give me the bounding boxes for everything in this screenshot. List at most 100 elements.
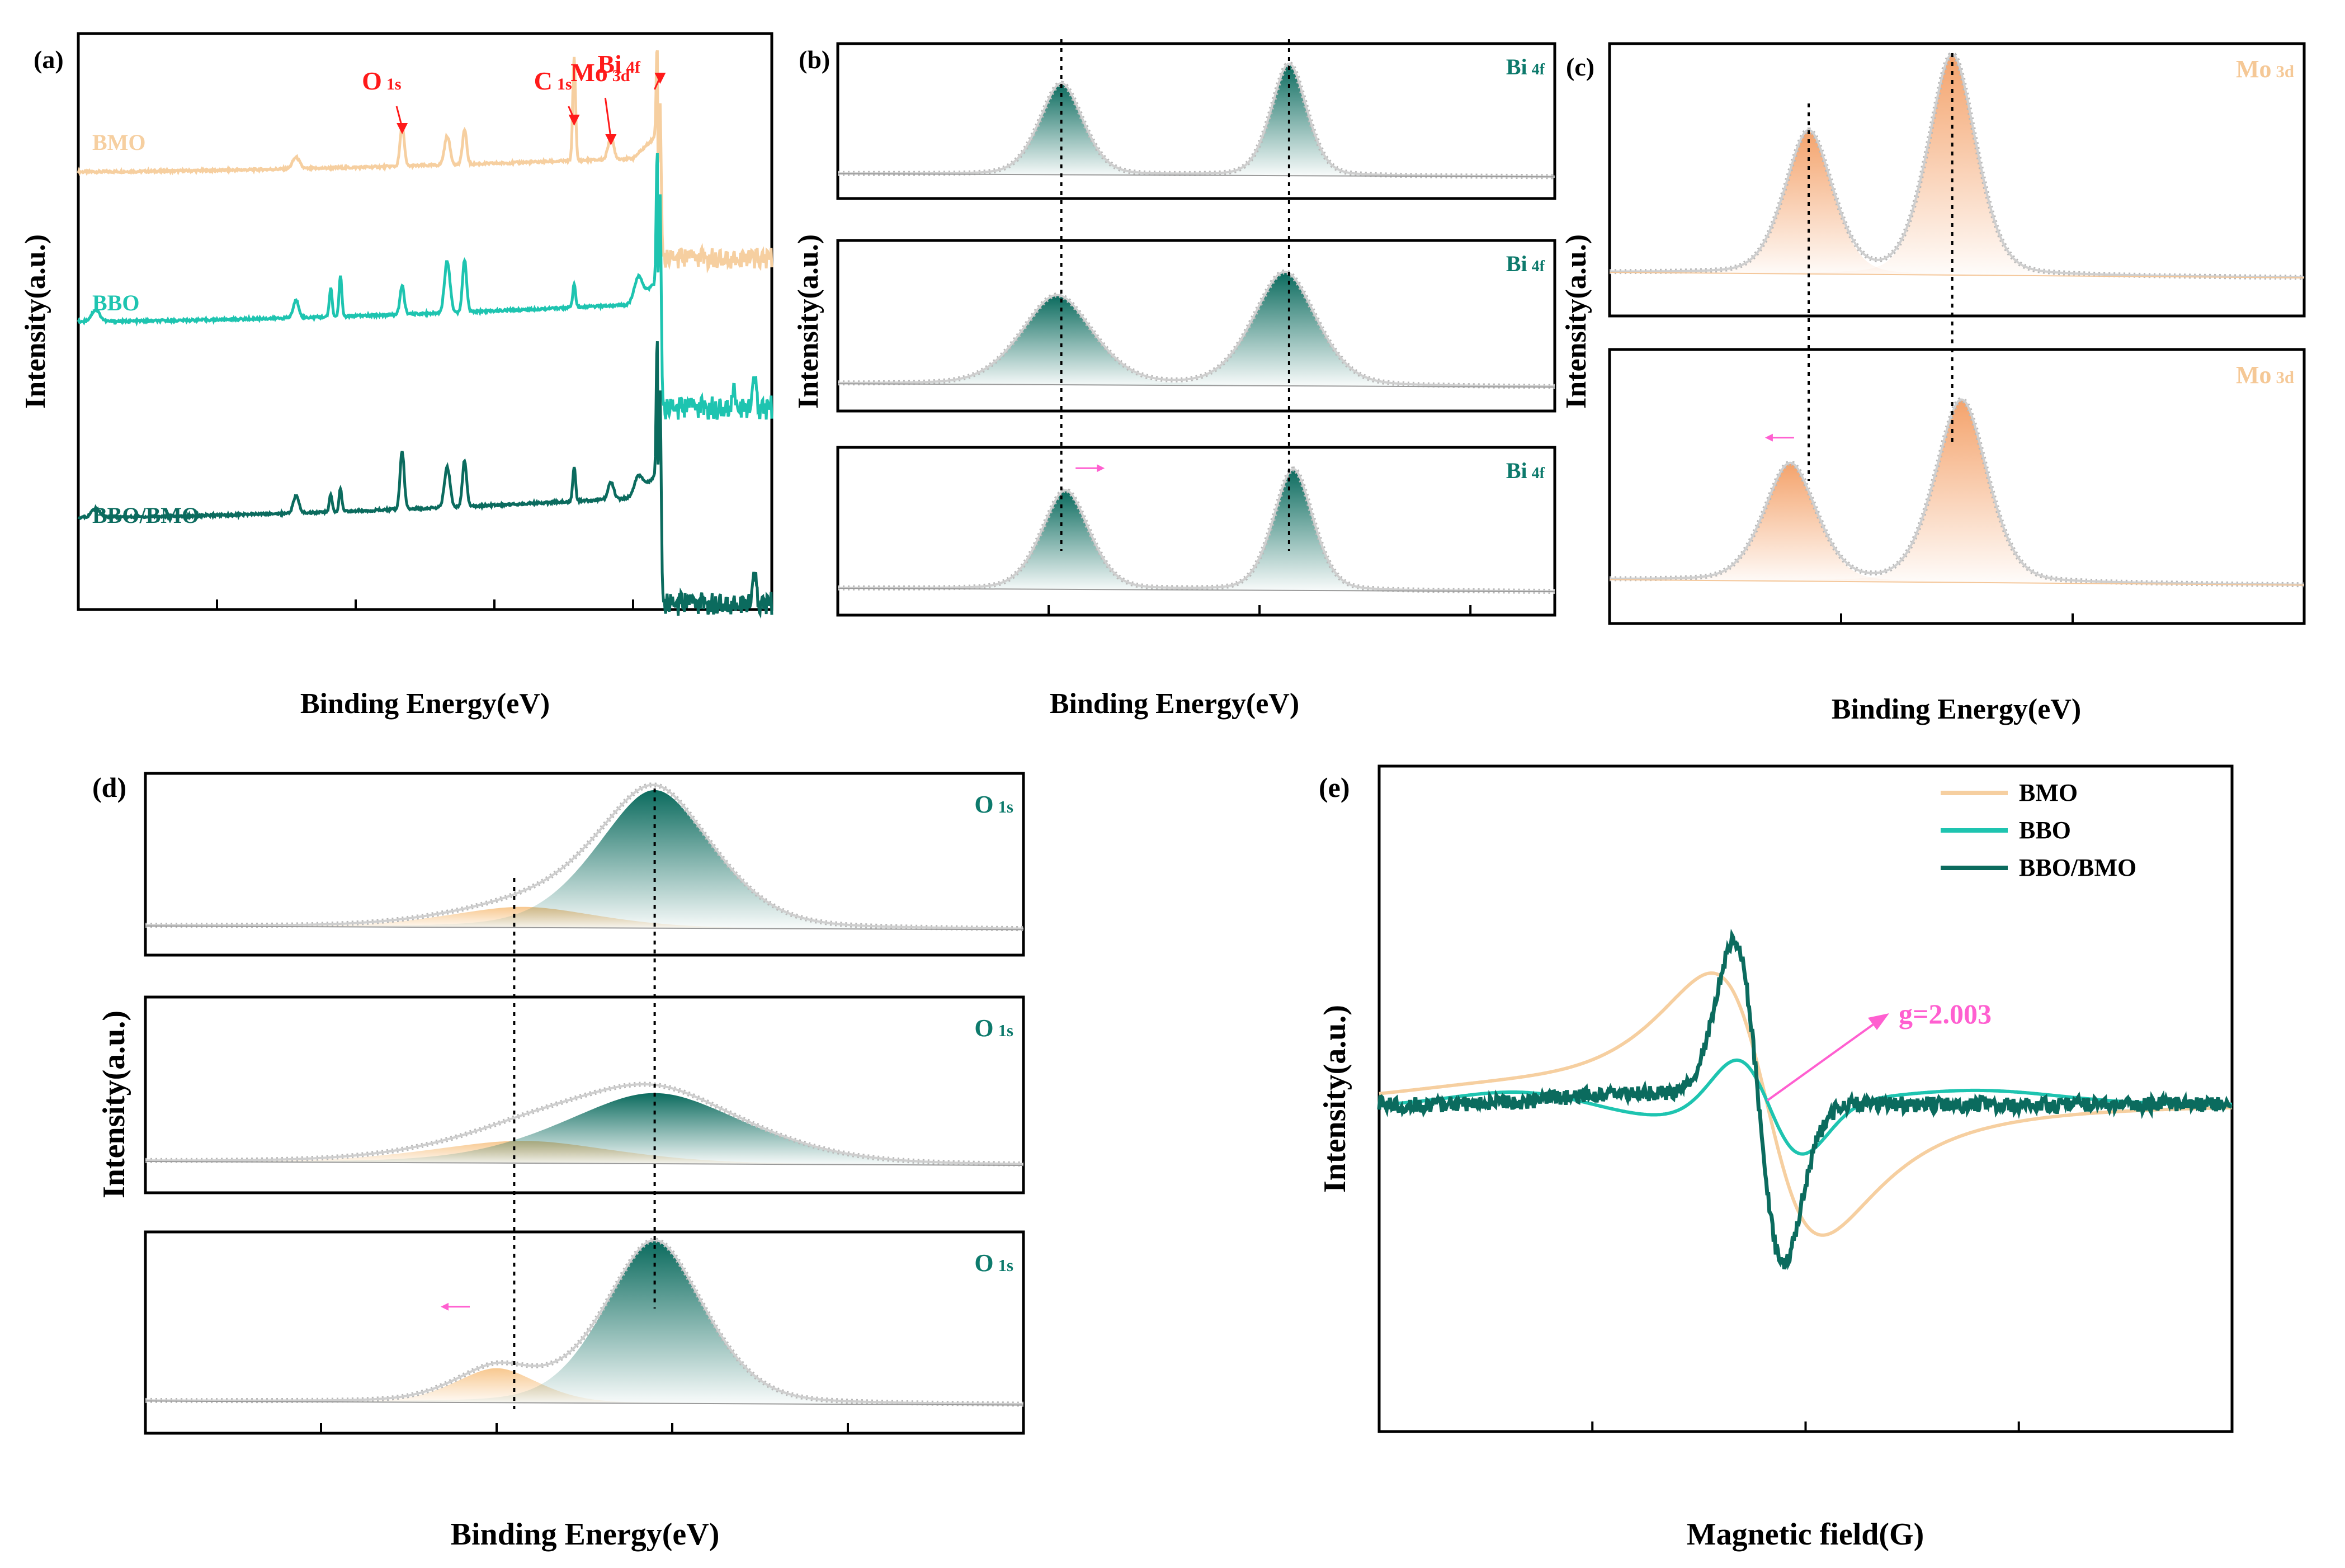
panel-c-subframe-bbobmo [1608,348,2306,625]
panel-d-subframe-bmo [144,772,1025,957]
panel-c-fit-envelope [1610,53,2305,279]
panel-e-axis-ticks [1378,1421,2233,1432]
series-label-bbo: BBO [92,290,139,315]
panel-b-xlabel: Binding Energy(eV) [1050,688,1299,720]
panel-b-label: (b) [799,45,830,74]
panel-a-annotation-label: O 1s [362,67,401,95]
panel-b-ylabel: Intensity(a.u.) [792,234,824,409]
panel-b-background [837,588,1555,592]
annotation-main: Bi [597,50,622,78]
core-level-main: Bi [1506,458,1527,483]
panel-e-series-bmo [1379,971,2233,1237]
panel-a-series-bbo [77,153,773,421]
panel-b-fit-envelope [838,62,1555,178]
panel-e-xlabel: Magnetic field(G) [1687,1517,1924,1552]
legend-label-bbobmo: BBO/BMO [2019,854,2136,881]
panel-d-fit-envelope [145,783,1023,930]
panel-b-fit-envelope [838,467,1555,593]
panel-b-raw-data [838,466,1555,594]
panel-b-core-level-label: Bi 4f [1506,54,1545,79]
panel-d-fit-envelope [145,1083,1023,1165]
panel-d-background [145,925,1024,931]
panel-d-shift-arrowhead [441,1302,449,1311]
annotation-sub: 1s [386,75,402,93]
annotation-sub: 1s [557,75,572,93]
panel-c-core-level-label: Mo 3d [2236,55,2294,83]
panel-b-component-peak [838,272,1555,388]
panel-e-series [1377,928,2233,1271]
core-level-sub: 4f [1532,465,1545,482]
panel-c-mo3d-spectrum: (c) Binding Energy(eV) Intensity(a.u.) M… [1560,42,2306,725]
panel-a-xlabel: Binding Energy(eV) [300,688,550,720]
legend-label-bmo: BMO [2019,779,2078,806]
series-label-bbobmo: BBO/BMO [92,503,199,528]
core-level-sub: 1s [998,1256,1013,1275]
core-level-main: Bi [1506,251,1527,276]
panel-b-subframe-bbo [836,239,1556,413]
panel-b-background [837,383,1555,388]
panel-c-background [1609,579,2305,586]
core-level-sub: 3d [2276,62,2294,81]
panel-a-annotation-arrowhead [654,73,666,84]
panel-a-annotation-label: Mo 3d [570,58,630,87]
panel-d-component-peak [145,790,1023,930]
panel-c-label: (c) [1566,53,1594,81]
panel-e-series-bbobmo [1377,928,2233,1271]
panel-b-component-peak [838,295,1555,388]
panel-b-component-peak [838,83,1555,177]
panel-e-label: (e) [1319,772,1350,803]
panel-b-core-level-label: Bi 4f [1506,251,1545,276]
panel-d-body: O 1s O 1s O 1s [144,772,1025,1435]
core-level-main: Mo [2236,55,2272,83]
panel-b-core-level-label: Bi 4f [1506,458,1545,483]
panel-a-series-bbobmo [77,341,773,619]
panel-a-survey-spectrum: (a) Binding Energy(eV) Intensity(a.u.) B… [20,32,773,720]
legend-label-bbo: BBO [2019,816,2071,844]
panel-c-subframe-bmo [1608,42,2306,318]
panel-c-component-peak [1610,55,2304,278]
panel-b-component-peak [838,490,1555,592]
series-label-bmo: BMO [92,130,146,155]
panel-d-core-level-label: O 1s [974,1014,1013,1042]
core-level-main: Bi [1506,54,1527,79]
panel-c-component-peak [1610,400,2304,585]
g-factor-arrowhead [1868,1013,1889,1030]
panel-b-body: Bi 4f Bi 4f Bi 4f [836,39,1556,617]
panel-a-series [77,50,773,619]
panel-a-annotation-arrowhead [568,115,580,126]
panel-c-fit-envelope [1610,398,2304,586]
panel-d-subframe-bbobmo [144,1230,1025,1435]
panel-c-component-peak [1610,131,2304,278]
annotation-main: O [362,67,382,95]
panel-a-annotation-arrowhead [397,123,408,134]
panel-b-background [837,173,1555,178]
panel-d-background [145,1161,1024,1166]
panel-d-ylabel: Intensity(a.u.) [97,1010,131,1198]
panel-a-annotation-label: Bi 4f [597,50,640,78]
panel-d-core-level-label: O 1s [974,791,1013,818]
core-level-sub: 3d [2276,368,2294,387]
annotation-sub: 4f [626,58,641,77]
panel-b-raw-data [838,269,1555,389]
panel-a-label: (a) [34,45,64,74]
panel-d-core-level-label: O 1s [974,1249,1013,1277]
panel-b-shift-arrowhead [1097,464,1105,473]
annotation-sub: 3d [612,67,630,85]
core-level-sub: 4f [1532,258,1545,275]
panel-c-background [1609,272,2305,278]
panel-b-raw-data [838,61,1555,180]
panel-a-annotation-arrow [604,97,612,139]
panel-d-subframe-bbo [144,995,1025,1194]
annotation-main: C [534,67,553,95]
g-factor-arrow [1766,1021,1877,1102]
panel-e-ylabel: Intensity(a.u.) [1318,1005,1352,1193]
core-level-main: O [974,1249,993,1277]
panel-a-annotation-label: C 1s [534,67,572,95]
panel-d-fit-envelope [145,1239,1023,1406]
panel-b-bi4f-spectrum: (b) Binding Energy(eV) Intensity(a.u.) B… [792,39,1556,720]
core-level-sub: 1s [998,1021,1013,1040]
panel-d-o1s-spectrum: (d) Binding Energy(eV) Intensity(a.u.) O… [92,772,1025,1552]
panel-c-component-peak [1610,464,2304,585]
